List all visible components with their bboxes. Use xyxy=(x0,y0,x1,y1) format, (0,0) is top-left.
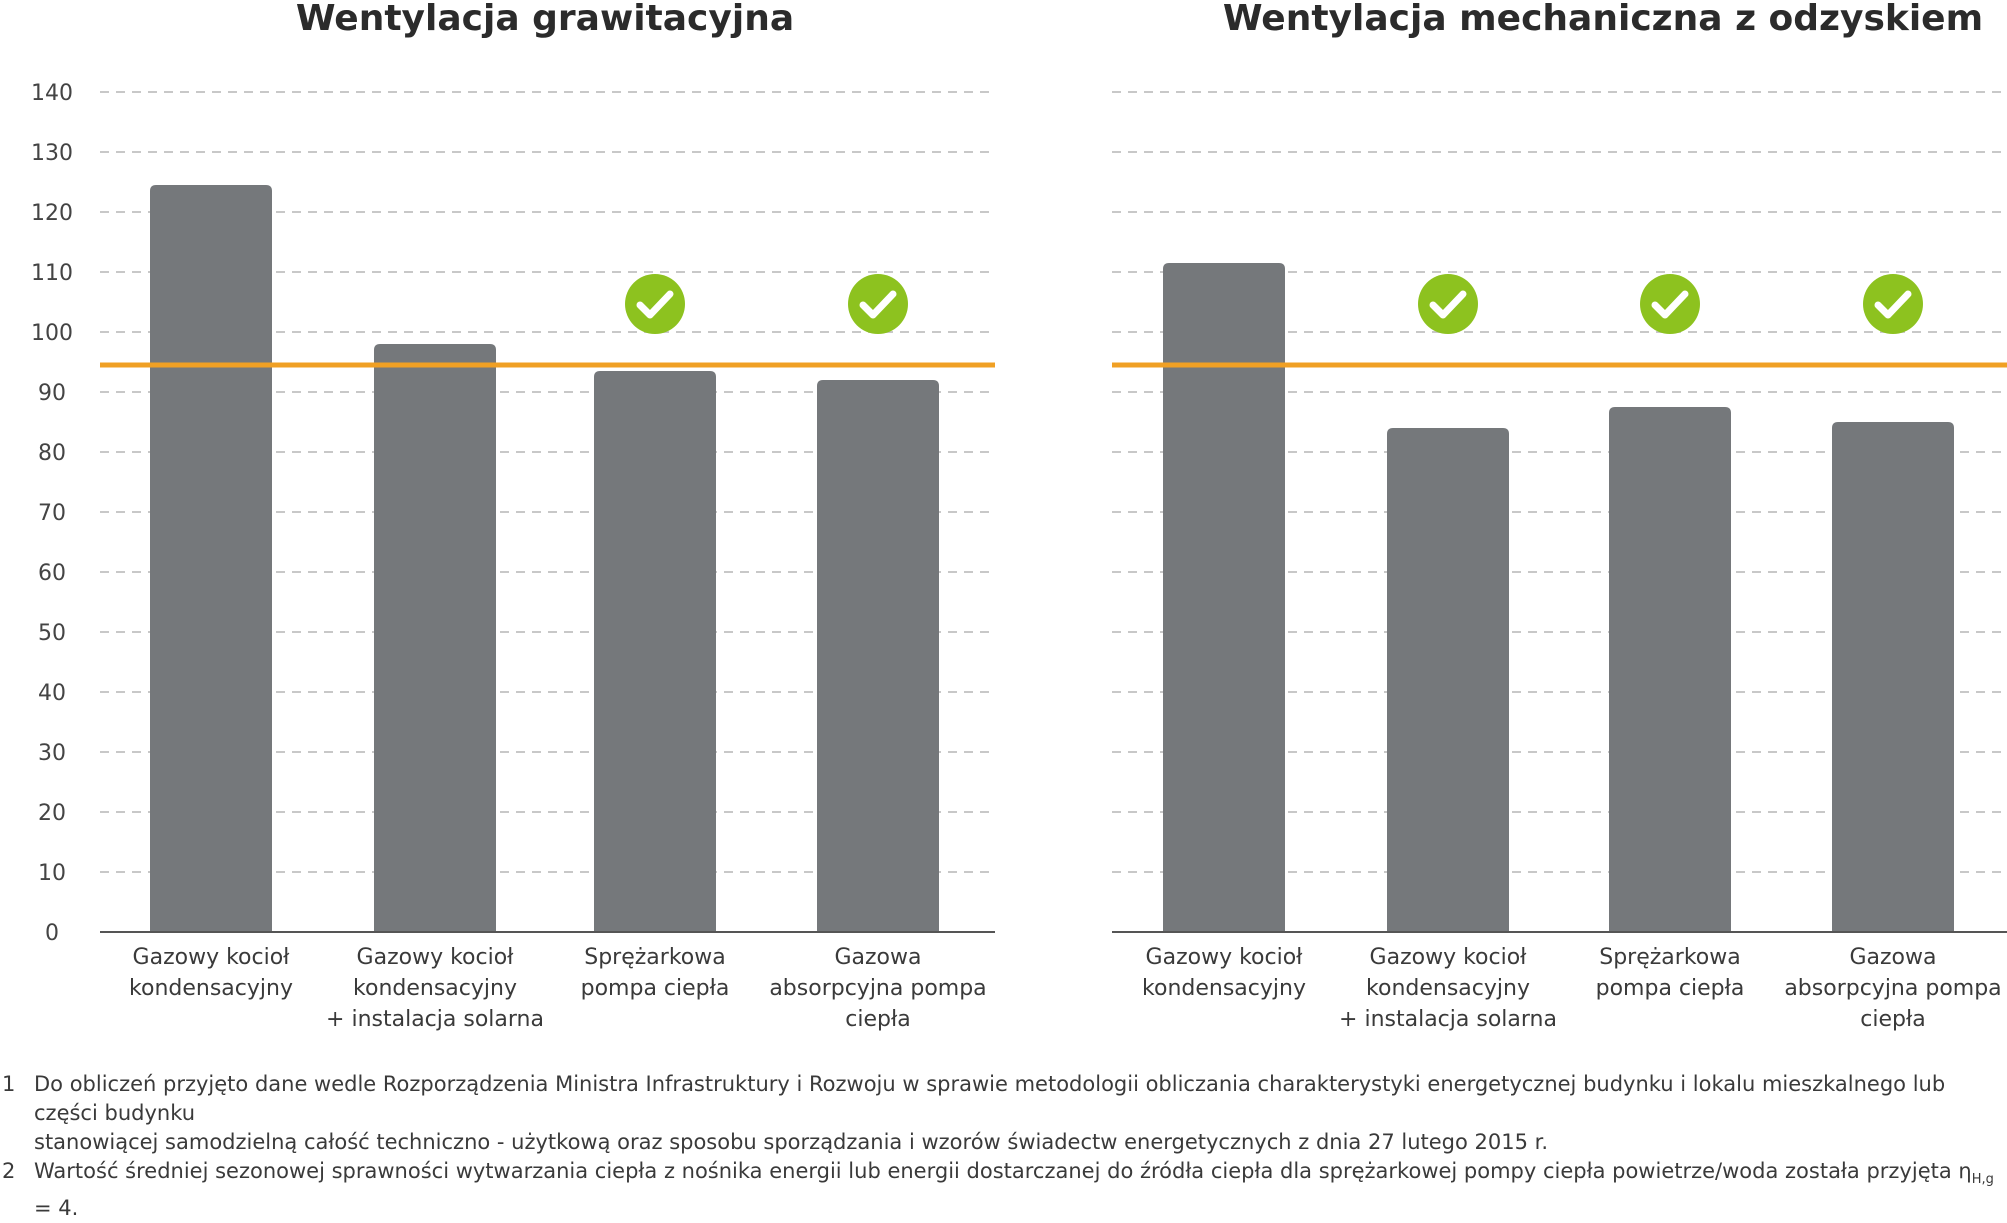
check-mark-icon xyxy=(1874,290,1912,319)
check-mark-icon xyxy=(636,290,674,319)
panel-2-category-label: kondensacyjny xyxy=(1142,976,1306,1001)
y-tick-label: 80 xyxy=(38,441,66,466)
panel-1-category-label: ciepła xyxy=(845,1007,910,1032)
footnote-2-suffix: = 4. xyxy=(34,1196,79,1221)
footnote-2: 2 Wartość średniej sezonowej sprawności … xyxy=(0,1157,2007,1223)
y-tick-label: 20 xyxy=(38,801,66,826)
panel-1-category-label: Gazowy kocioł xyxy=(133,945,291,970)
footnotes: 1 Do obliczeń przyjęto dane wedle Rozpor… xyxy=(0,1070,2007,1223)
footnote-2-text: Wartość średniej sezonowej sprawności wy… xyxy=(34,1159,1972,1183)
y-tick-label: 70 xyxy=(38,501,66,526)
y-tick-label: 110 xyxy=(31,261,73,286)
panel-1-bar-1 xyxy=(150,185,272,932)
y-tick-label: 130 xyxy=(31,141,73,166)
panel-1-category-label: Sprężarkowa xyxy=(584,945,725,970)
panel-2-category-label: absorpcyjna pompa xyxy=(1784,976,2001,1001)
y-tick-label: 60 xyxy=(38,561,66,586)
panel-1-bar-3 xyxy=(594,371,716,932)
y-tick-label: 90 xyxy=(38,381,66,406)
y-tick-label: 100 xyxy=(31,321,73,346)
panel-1-category-label: absorpcyjna pompa xyxy=(769,976,986,1001)
y-tick-label: 10 xyxy=(38,861,66,886)
y-tick-label: 40 xyxy=(38,681,66,706)
y-tick-label: 30 xyxy=(38,741,66,766)
panel-1-category-label: kondensacyjny xyxy=(353,976,517,1001)
footnote-2-subscript: H,g xyxy=(1971,1172,1994,1188)
y-tick-label: 120 xyxy=(31,201,73,226)
panel-2-category-label: Sprężarkowa xyxy=(1599,945,1740,970)
panel-2-bar-1 xyxy=(1163,263,1285,932)
panel-2-bar-4 xyxy=(1832,422,1954,932)
footnote-2-number: 2 xyxy=(2,1159,16,1183)
panel-1-category-label: + instalacja solarna xyxy=(326,1007,544,1032)
panel-2-category-label: + instalacja solarna xyxy=(1339,1007,1557,1032)
check-mark-icon xyxy=(1651,290,1689,319)
panel-2-category-label: pompa ciepła xyxy=(1596,976,1745,1001)
panel-2-category-label: Gazowa xyxy=(1849,945,1936,970)
y-tick-label: 140 xyxy=(31,81,73,106)
footnote-1-number: 1 xyxy=(2,1072,16,1096)
panel-1-category-label: Gazowy kocioł xyxy=(357,945,515,970)
footnote-1-line-2: stanowiącej samodzielną całość techniczn… xyxy=(34,1130,1549,1154)
check-mark-icon xyxy=(859,290,897,319)
panel-1-bar-4 xyxy=(817,380,939,932)
check-circle-icon xyxy=(625,274,685,334)
check-circle-icon xyxy=(1640,274,1700,334)
check-circle-icon xyxy=(1863,274,1923,334)
panel-2-bar-3 xyxy=(1609,407,1731,932)
y-tick-label: 50 xyxy=(38,621,66,646)
panel-1-bar-2 xyxy=(374,344,496,932)
panel-2-category-label: Gazowy kocioł xyxy=(1370,945,1528,970)
panel-1-title: Wentylacja grawitacyjna xyxy=(296,0,794,39)
bar-chart-comparison: Wentylacja grawitacyjna 0 10 20 30 40 50 60 70 80… xyxy=(31,0,2007,1032)
check-circle-icon xyxy=(1418,274,1478,334)
panel-2-bar-2 xyxy=(1387,428,1509,932)
panel-1-category-label: Gazowa xyxy=(834,945,921,970)
footnote-1: 1 Do obliczeń przyjęto dane wedle Rozpor… xyxy=(0,1070,2007,1157)
footnote-1-line-1: Do obliczeń przyjęto dane wedle Rozporzą… xyxy=(34,1072,1946,1125)
panel-1-category-label: pompa ciepła xyxy=(581,976,730,1001)
panel-2-category-label: kondensacyjny xyxy=(1366,976,1530,1001)
check-mark-icon xyxy=(1429,290,1467,319)
panel-2-category-label: ciepła xyxy=(1860,1007,1925,1032)
panel-2-category-label: Gazowy kocioł xyxy=(1146,945,1304,970)
check-circle-icon xyxy=(848,274,908,334)
panel-2-title: Wentylacja mechaniczna z odzyskiem xyxy=(1223,0,1983,39)
y-tick-label: 0 xyxy=(45,921,59,946)
panel-1-category-label: kondensacyjny xyxy=(129,976,293,1001)
